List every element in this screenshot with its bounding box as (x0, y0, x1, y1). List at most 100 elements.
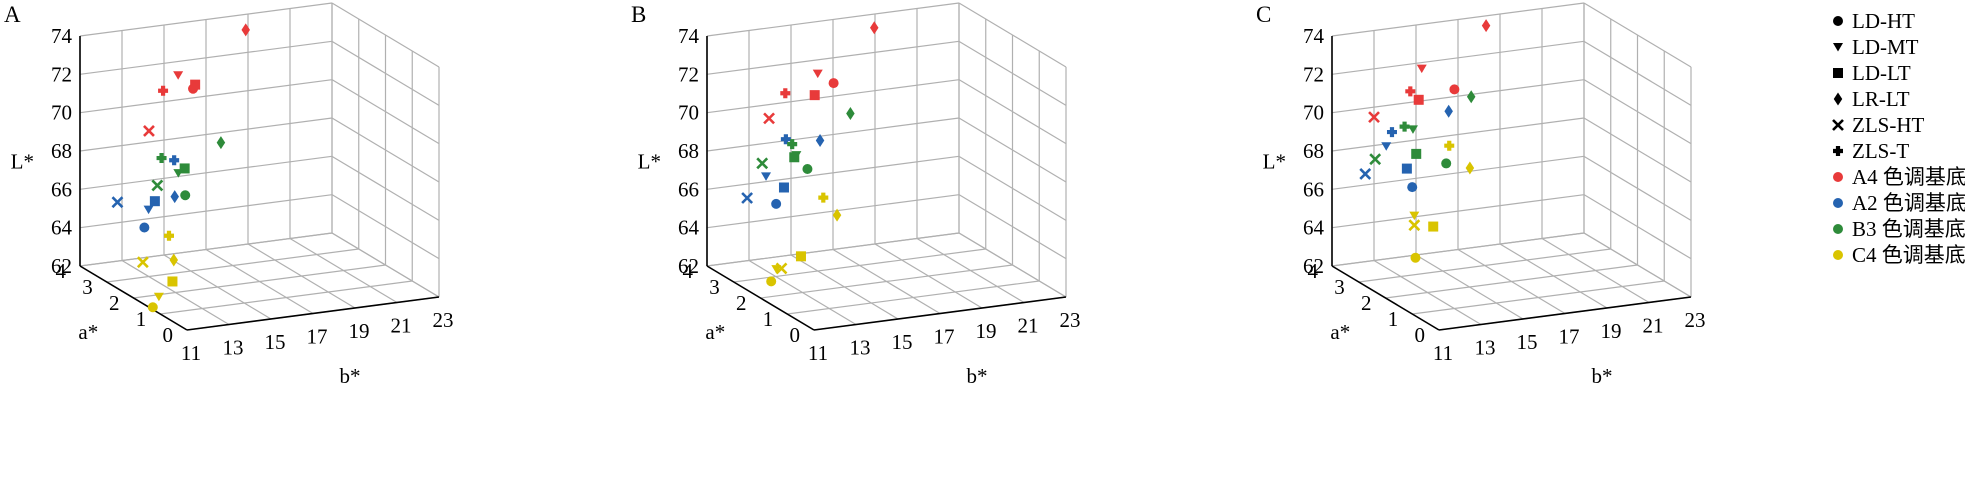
side-gridline-L (331, 2, 440, 68)
legend-marker-x (1832, 119, 1844, 131)
legend-marker-plus (1833, 146, 1843, 156)
point-C4-triangle-down (1409, 211, 1420, 221)
back-gridline-L (706, 79, 960, 114)
b-tick-label: 11 (1433, 341, 1453, 365)
a-tick-label: 3 (709, 275, 720, 299)
L-axis-title: L* (638, 150, 661, 174)
side-gridline-L (1583, 194, 1692, 260)
b-tick-label: 19 (976, 319, 997, 343)
side-gridline-L (331, 232, 440, 298)
grid (1331, 2, 1692, 331)
panel-label: C (1256, 2, 1271, 27)
point-C4-square (795, 251, 806, 262)
b-tick-label: 13 (850, 336, 871, 360)
legend-item: B3 色调基底 (1833, 217, 1965, 241)
a-tick-label: 2 (736, 291, 747, 315)
L-tick-label: 64 (1303, 216, 1325, 240)
floor-gridline-a (133, 264, 386, 299)
point-C4-square (1428, 221, 1439, 232)
grid (79, 2, 440, 331)
side-gridline-L (1583, 155, 1692, 221)
L-tick-label: 62 (51, 254, 72, 278)
floor-gridline-a (1385, 264, 1638, 299)
legend-item: LR-LT (1833, 87, 1910, 111)
point-A4-x (763, 112, 775, 125)
point-A2-plus (1386, 127, 1397, 138)
L-tick-label: 70 (678, 101, 699, 125)
a-tick-label: 1 (1388, 307, 1399, 331)
a-tick-label: 3 (82, 275, 93, 299)
L-tick-label: 72 (51, 62, 72, 86)
point-A4-square (809, 90, 820, 101)
point-B3-triangle-down (1407, 125, 1418, 134)
back-gridline-L (1331, 232, 1585, 267)
legend-item: C4 色调基底 (1833, 243, 1965, 267)
point-C4-circle (766, 276, 777, 287)
b-tick-label: 17 (1559, 325, 1580, 349)
point-B3-x (756, 157, 769, 170)
axes (706, 36, 1067, 331)
back-gridline-L (706, 194, 960, 229)
legend-item: LD-HT (1833, 9, 1915, 33)
side-gridline-L (958, 79, 1067, 145)
legend-label: B3 色调基底 (1852, 217, 1965, 241)
legend-item: ZLS-T (1833, 139, 1909, 163)
point-B3-circle (1441, 158, 1452, 169)
L-tick-label: 74 (51, 24, 73, 48)
L-tick-label: 64 (51, 216, 73, 240)
side-gridline-L (958, 2, 1067, 68)
point-C4-diamond (832, 208, 842, 222)
a-axis-title: a* (1330, 320, 1350, 344)
point-A4-x (1368, 111, 1380, 124)
point-A2-x (1359, 168, 1372, 180)
L-tick-label: 62 (1303, 254, 1324, 278)
a-axis-title: a* (705, 320, 725, 344)
L-tick-label: 66 (1303, 177, 1324, 201)
side-gridline-L (958, 232, 1067, 298)
point-A2-square (778, 182, 789, 193)
L-axis-title: L* (11, 150, 34, 174)
back-gridline-L (1331, 40, 1585, 75)
panel-label: B (631, 2, 646, 27)
back-gridline-L (706, 117, 960, 152)
back-gridline-L (706, 232, 960, 267)
a-tick-label: 0 (163, 323, 174, 347)
legend-item: LD-MT (1833, 35, 1919, 59)
data-points (741, 21, 879, 287)
a-tick-label: 2 (109, 291, 120, 315)
point-B3-plus (1399, 121, 1410, 132)
b-tick-label: 11 (181, 341, 201, 365)
point-A2-diamond (170, 190, 179, 204)
legend-label: ZLS-HT (1852, 113, 1924, 137)
point-B3-circle (180, 190, 191, 201)
side-gridline-L (958, 155, 1067, 221)
b-tick-label: 23 (1685, 308, 1706, 332)
L-axis-title: L* (1263, 150, 1286, 174)
side-gridline-L (331, 194, 440, 260)
legend-label: LD-LT (1852, 61, 1911, 85)
L-tick-label: 62 (678, 254, 699, 278)
point-C4-diamond (1465, 161, 1475, 175)
legend-item: ZLS-HT (1832, 113, 1924, 137)
side-gridline-L (1583, 2, 1692, 68)
L-tick-label: 72 (1303, 62, 1324, 86)
point-B3-square (1411, 148, 1422, 159)
back-gridline-L (79, 79, 333, 114)
a-tick-label: 4 (56, 259, 67, 283)
a-tick-label: 0 (1415, 323, 1426, 347)
floor-gridline-a (760, 264, 1013, 299)
L-tick-label: 74 (1303, 24, 1325, 48)
legend-marker-square (1833, 68, 1843, 78)
L-tick-label: 68 (1303, 139, 1324, 163)
b-axis-line (186, 296, 440, 331)
legend-marker-A4 (1833, 172, 1843, 182)
a-axis-title: a* (78, 320, 98, 344)
L-tick-label: 64 (678, 216, 700, 240)
point-B3-plus (787, 139, 798, 150)
legend-marker-C4 (1833, 250, 1843, 260)
b-axis-line (1438, 296, 1692, 331)
